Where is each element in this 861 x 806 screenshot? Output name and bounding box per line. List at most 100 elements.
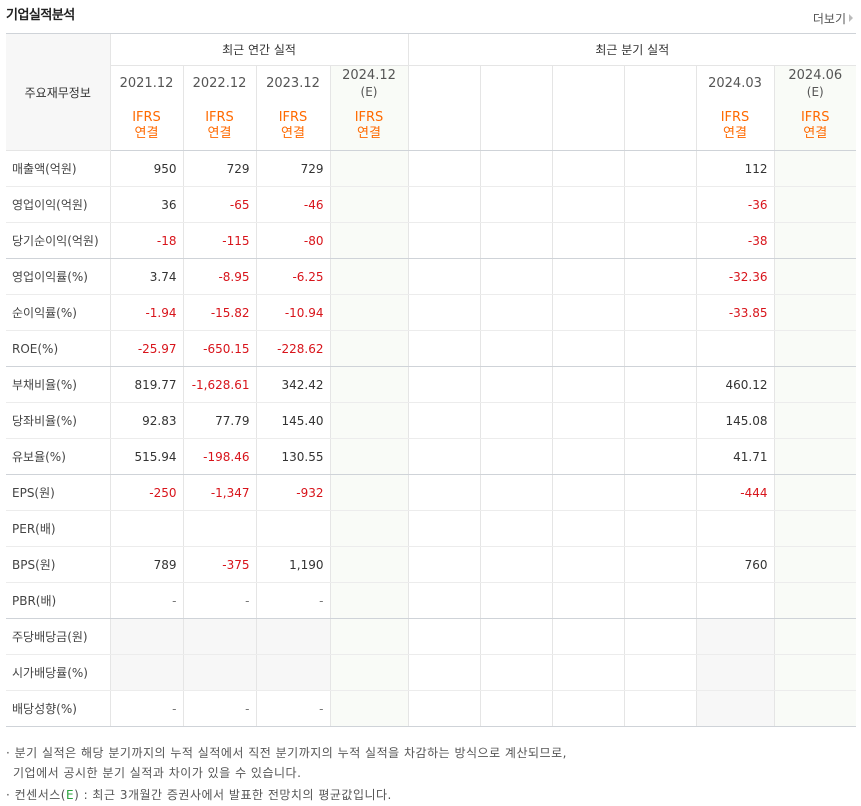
annual-period-2: 2023.12 [255,65,330,102]
table-cell [623,294,696,331]
table-cell [407,222,480,259]
table-cell [255,510,330,547]
table-cell [773,438,857,475]
table-cell [623,330,696,367]
quarter-period-4: 2024.03 [695,65,774,102]
table-cell [407,618,480,655]
table-cell [623,258,696,295]
annual-period-1: 2022.12 [182,65,256,102]
table-cell [479,474,552,511]
table-cell [773,510,857,547]
table-cell [479,402,552,439]
table-cell [623,618,696,655]
table-cell: -444 [695,474,774,511]
table-cell [182,510,256,547]
table-cell [479,222,552,259]
row-label: EPS(원) [6,474,110,511]
table-cell [329,402,408,439]
table-cell: -25.97 [109,330,183,367]
table-cell [329,258,408,295]
table-cell [407,690,480,727]
table-cell: - [182,582,256,619]
table-cell: 130.55 [255,438,330,475]
table-cell: -15.82 [182,294,256,331]
table-cell [329,438,408,475]
table-cell [329,618,408,655]
table-cell [551,654,624,691]
row-label: 순이익률(%) [6,294,110,331]
table-cell [773,690,857,727]
financial-table: 주요재무정보 최근 연간 실적 최근 분기 실적 2021.12 2022.12 2… [6,33,857,727]
table-cell: - [109,690,183,727]
table-cell [329,366,408,403]
table-cell: - [182,690,256,727]
table-cell [695,690,774,727]
table-cell: -228.62 [255,330,330,367]
table-cell [329,546,408,583]
table-cell: 36 [109,186,183,223]
table-cell [479,618,552,655]
table-cell [109,618,183,655]
table-cell [773,186,857,223]
table-cell [623,510,696,547]
table-cell [773,258,857,295]
consolidated-label: 연결 [134,126,159,141]
chevron-right-icon [849,14,853,22]
table-cell [479,366,552,403]
table-cell [623,582,696,619]
table-cell: -46 [255,186,330,223]
quarter-group-header: 최근 분기 실적 [407,33,857,66]
row-header-label: 주요재무정보 [6,33,110,151]
quarter-period-5: 2024.06 (E) [773,65,857,102]
ifrs-label: IFRS [720,110,750,125]
note-text-1: 분기 실적은 해당 분기까지의 누적 실적에서 직전 분기까지의 누적 실적을 … [14,746,567,760]
table-row: PBR(배) - - - [6,582,857,619]
table-cell: 92.83 [109,402,183,439]
table-cell [773,222,857,259]
table-cell [329,654,408,691]
table-cell: 950 [109,150,183,187]
table-cell [255,654,330,691]
row-label: 영업이익률(%) [6,258,110,295]
quarter-ifrs-2 [551,102,624,151]
note-line-3: · 컨센서스(E) : 최근 3개월간 증권사에서 발표한 전망치의 평균값입니… [6,788,392,802]
table-cell [407,258,480,295]
table-cell [695,582,774,619]
table-row: BPS(원) 789 -375 1,190 760 [6,546,857,583]
annual-group-header: 최근 연간 실적 [109,33,408,66]
table-row: 유보율(%) 515.94 -198.46 130.55 41.71 [6,438,857,475]
table-cell [109,654,183,691]
table-cell: -650.15 [182,330,256,367]
table-cell: -375 [182,546,256,583]
table-cell: -198.46 [182,438,256,475]
table-cell [623,402,696,439]
period-label: 2024.06 [788,68,843,83]
table-cell: 760 [695,546,774,583]
table-cell [479,582,552,619]
consolidated-label: 연결 [281,126,305,141]
table-row: 매출액(억원) 950 729 729 112 [6,150,857,187]
row-label: PBR(배) [6,582,110,619]
table-cell: -6.25 [255,258,330,295]
table-row: 당좌비율(%) 92.83 77.79 145.40 145.08 [6,402,857,439]
table-cell [551,438,624,475]
row-label: BPS(원) [6,546,110,583]
table-cell: -33.85 [695,294,774,331]
consolidated-label: 연결 [723,126,747,141]
row-label: PER(배) [6,510,110,547]
table-cell [329,222,408,259]
table-cell: -250 [109,474,183,511]
table-cell [623,690,696,727]
more-link[interactable]: 더보기 [813,10,853,27]
ifrs-label: IFRS [354,110,384,125]
table-cell: 729 [182,150,256,187]
row-label: 유보율(%) [6,438,110,475]
table-cell: 41.71 [695,438,774,475]
table-cell [551,690,624,727]
table-cell: 342.42 [255,366,330,403]
table-cell [479,438,552,475]
table-cell [623,474,696,511]
table-cell: - [255,690,330,727]
table-cell [623,438,696,475]
row-label: 영업이익(억원) [6,186,110,223]
